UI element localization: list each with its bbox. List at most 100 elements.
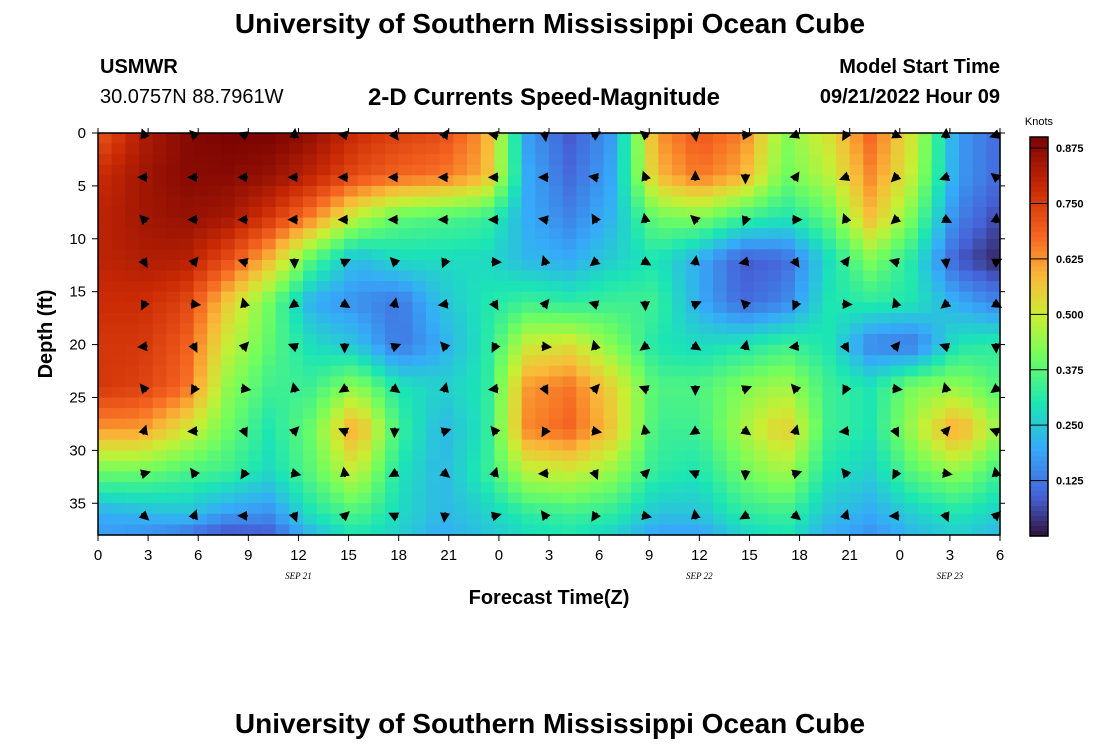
heat-cell: [316, 355, 331, 367]
heat-cell: [139, 503, 154, 515]
heat-cell: [357, 418, 372, 430]
heat-cell: [931, 524, 946, 536]
heat-cell: [795, 386, 810, 399]
heat-cell: [221, 365, 236, 377]
heat-cell: [562, 492, 577, 504]
heat-cell: [193, 133, 208, 145]
heat-cell: [494, 418, 509, 430]
heat-cell: [918, 503, 933, 515]
heat-cell: [945, 291, 960, 303]
heat-cell: [781, 376, 796, 388]
heat-cell: [521, 482, 536, 494]
heat-cell: [535, 503, 550, 515]
heat-cell: [453, 429, 468, 441]
heat-cell: [863, 355, 878, 367]
heat-cell: [152, 143, 167, 155]
heat-cell: [166, 133, 181, 145]
heat-cell: [890, 439, 905, 451]
heat-cell: [166, 291, 181, 303]
heat-cell: [111, 281, 126, 293]
heat-cell: [234, 312, 249, 325]
heat-cell: [221, 143, 236, 155]
heat-cell: [98, 291, 113, 303]
heat-cell: [262, 503, 277, 515]
current-vector-arrow: [789, 424, 800, 436]
heat-cell: [699, 429, 714, 441]
heat-cell: [221, 408, 236, 420]
heat-cell: [316, 133, 331, 145]
heat-cell: [713, 450, 728, 462]
heat-cell: [767, 397, 782, 409]
heat-cell: [371, 471, 386, 483]
heat-cell: [398, 418, 413, 430]
heat-cell: [166, 164, 181, 176]
heat-cell: [289, 143, 304, 155]
heat-cell: [904, 397, 919, 409]
x-tick-label: 12: [691, 547, 708, 564]
heat-cell: [111, 386, 126, 399]
heat-cell: [877, 429, 892, 441]
heat-cell: [549, 281, 564, 293]
heat-cell: [262, 281, 277, 293]
heat-cell: [972, 312, 987, 325]
heat-cell: [344, 196, 359, 208]
heat-cell: [672, 207, 687, 219]
heat-cell: [959, 312, 974, 325]
heat-cell: [658, 513, 673, 526]
heat-cell: [822, 302, 837, 314]
heat-cell: [849, 418, 864, 430]
heat-cell: [480, 376, 495, 388]
heat-cell: [467, 365, 482, 377]
heat-cell: [152, 164, 167, 176]
heat-cell: [412, 270, 427, 282]
heat-cell: [945, 259, 960, 272]
heat-cell: [262, 185, 277, 198]
heat-cell: [959, 344, 974, 356]
heat-cell: [316, 334, 331, 346]
heat-cell: [248, 143, 263, 155]
heat-cell: [658, 133, 673, 145]
heat-cell: [480, 291, 495, 303]
heat-cell: [480, 503, 495, 515]
heat-cell: [207, 334, 222, 346]
heat-cell: [699, 482, 714, 494]
heat-cell: [494, 323, 509, 335]
heat-cell: [863, 312, 878, 325]
heat-cell: [822, 312, 837, 325]
heat-cell: [658, 323, 673, 335]
heat-cell: [562, 397, 577, 409]
colorbar-cell: [1030, 416, 1048, 422]
heat-cell: [931, 418, 946, 430]
heat-cell: [767, 460, 782, 473]
heat-cell: [193, 228, 208, 240]
heat-cell: [480, 492, 495, 504]
heat-cell: [945, 185, 960, 198]
heat-cell: [234, 397, 249, 409]
heat-cell: [166, 418, 181, 430]
heat-cell: [590, 492, 605, 504]
heat-cell: [508, 450, 523, 462]
heat-cell: [918, 270, 933, 282]
heat-cell: [385, 365, 400, 377]
heat-cell: [412, 492, 427, 504]
heat-cell: [398, 185, 413, 198]
heat-cell: [193, 524, 208, 536]
heat-cell: [658, 175, 673, 187]
heat-cell: [617, 334, 632, 346]
heat-cell: [275, 355, 290, 367]
heat-cell: [289, 323, 304, 335]
heat-cell: [562, 386, 577, 399]
colorbar-cell: [1030, 191, 1048, 198]
heat-cell: [713, 482, 728, 494]
heat-cell: [207, 513, 222, 526]
heat-cell: [412, 513, 427, 526]
heat-cell: [357, 217, 372, 229]
heat-cell: [685, 482, 700, 494]
heat-cell: [193, 164, 208, 176]
heat-cell: [508, 492, 523, 504]
heat-cell: [453, 513, 468, 526]
heat-cell: [494, 355, 509, 367]
heat-cell: [139, 302, 154, 314]
heat-cell: [139, 460, 154, 473]
heat-cell: [959, 154, 974, 166]
